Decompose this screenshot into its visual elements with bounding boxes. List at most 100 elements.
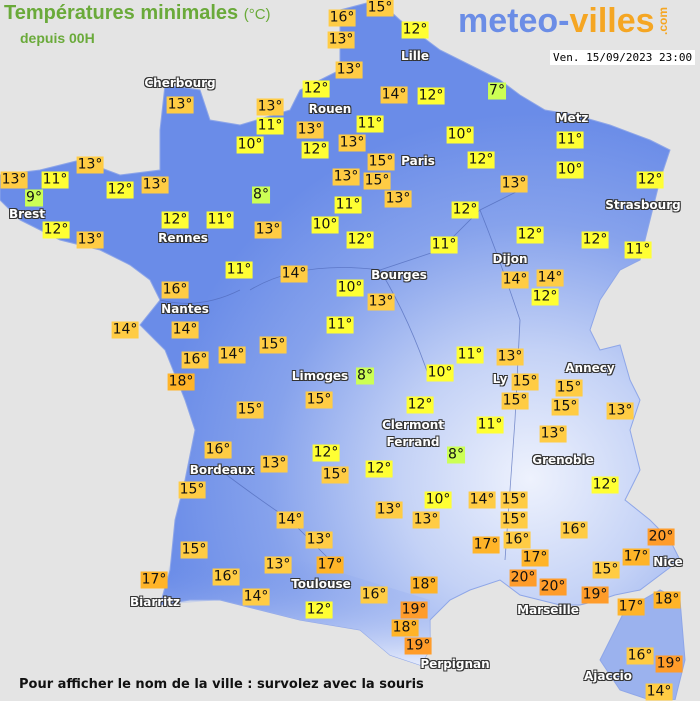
temperature-marker[interactable]: 15° [305, 391, 333, 409]
temperature-marker[interactable]: 18° [391, 619, 419, 637]
temperature-marker[interactable]: 16° [181, 351, 209, 369]
temperature-marker[interactable]: 11° [456, 346, 484, 364]
temperature-marker[interactable]: 17° [140, 571, 168, 589]
temperature-marker[interactable]: 19° [400, 601, 428, 619]
meteo-villes-logo[interactable]: meteo-villes .com [458, 2, 670, 41]
temperature-marker[interactable]: 19° [581, 586, 609, 604]
temperature-marker[interactable]: 16° [328, 9, 356, 27]
temperature-marker[interactable]: 15° [259, 336, 287, 354]
temperature-marker[interactable]: 12° [581, 231, 609, 249]
temperature-marker[interactable]: 13° [500, 175, 528, 193]
temperature-marker[interactable]: 13° [496, 348, 524, 366]
temperature-marker[interactable]: 13° [296, 121, 324, 139]
temperature-marker[interactable]: 14° [501, 271, 529, 289]
temperature-marker[interactable]: 15° [551, 398, 579, 416]
temperature-marker[interactable]: 16° [161, 281, 189, 299]
temperature-marker[interactable]: 14° [645, 683, 673, 701]
temperature-marker[interactable]: 7° [488, 82, 506, 100]
temperature-marker[interactable]: 12° [451, 201, 479, 219]
temperature-marker[interactable]: 8° [356, 367, 374, 385]
temperature-marker[interactable]: 18° [653, 591, 681, 609]
temperature-marker[interactable]: 15° [555, 379, 583, 397]
temperature-marker[interactable]: 14° [536, 269, 564, 287]
temperature-marker[interactable]: 15° [500, 511, 528, 529]
temperature-marker[interactable]: 12° [312, 444, 340, 462]
temperature-marker[interactable]: 12° [365, 460, 393, 478]
temperature-marker[interactable]: 11° [556, 131, 584, 149]
temperature-marker[interactable]: 10° [311, 216, 339, 234]
temperature-marker[interactable]: 11° [256, 117, 284, 135]
temperature-marker[interactable]: 14° [111, 321, 139, 339]
temperature-marker[interactable]: 13° [375, 501, 403, 519]
temperature-marker[interactable]: 12° [516, 226, 544, 244]
temperature-marker[interactable]: 11° [334, 196, 362, 214]
temperature-marker[interactable]: 15° [511, 373, 539, 391]
temperature-marker[interactable]: 12° [302, 80, 330, 98]
temperature-marker[interactable]: 8° [447, 446, 465, 464]
temperature-marker[interactable]: 11° [225, 261, 253, 279]
temperature-marker[interactable]: 15° [501, 392, 529, 410]
temperature-marker[interactable]: 10° [236, 136, 264, 154]
temperature-marker[interactable]: 13° [332, 168, 360, 186]
temperature-marker[interactable]: 20° [539, 578, 567, 596]
temperature-marker[interactable]: 13° [0, 171, 28, 189]
temperature-marker[interactable]: 13° [384, 190, 412, 208]
temperature-marker[interactable]: 14° [468, 491, 496, 509]
temperature-marker[interactable]: 16° [560, 521, 588, 539]
temperature-marker[interactable]: 16° [204, 441, 232, 459]
temperature-marker[interactable]: 17° [617, 598, 645, 616]
temperature-marker[interactable]: 12° [301, 141, 329, 159]
temperature-marker[interactable]: 12° [531, 288, 559, 306]
temperature-marker[interactable]: 10° [446, 126, 474, 144]
temperature-marker[interactable]: 15° [180, 541, 208, 559]
temperature-marker[interactable]: 14° [218, 346, 246, 364]
temperature-marker[interactable]: 14° [276, 511, 304, 529]
temperature-marker[interactable]: 12° [401, 21, 429, 39]
temperature-marker[interactable]: 13° [260, 455, 288, 473]
temperature-marker[interactable]: 11° [624, 241, 652, 259]
temperature-marker[interactable]: 15° [178, 481, 206, 499]
temperature-marker[interactable]: 16° [360, 586, 388, 604]
temperature-marker[interactable]: 13° [264, 556, 292, 574]
temperature-marker[interactable]: 16° [626, 647, 654, 665]
temperature-marker[interactable]: 13° [76, 231, 104, 249]
temperature-marker[interactable]: 12° [106, 181, 134, 199]
temperature-marker[interactable]: 10° [556, 161, 584, 179]
temperature-marker[interactable]: 14° [171, 321, 199, 339]
temperature-marker[interactable]: 15° [592, 561, 620, 579]
temperature-marker[interactable]: 12° [467, 151, 495, 169]
temperature-marker[interactable]: 10° [424, 491, 452, 509]
temperature-marker[interactable]: 14° [280, 265, 308, 283]
temperature-marker[interactable]: 13° [254, 221, 282, 239]
temperature-marker[interactable]: 10° [426, 364, 454, 382]
temperature-marker[interactable]: 12° [346, 231, 374, 249]
temperature-marker[interactable]: 17° [521, 549, 549, 567]
temperature-marker[interactable]: 13° [256, 98, 284, 116]
temperature-marker[interactable]: 12° [417, 87, 445, 105]
temperature-marker[interactable]: 13° [338, 134, 366, 152]
temperature-marker[interactable]: 17° [622, 548, 650, 566]
temperature-marker[interactable]: 15° [367, 153, 395, 171]
temperature-marker[interactable]: 19° [404, 637, 432, 655]
temperature-marker[interactable]: 9° [25, 189, 43, 207]
temperature-marker[interactable]: 11° [476, 416, 504, 434]
temperature-marker[interactable]: 10° [336, 279, 364, 297]
temperature-marker[interactable]: 15° [366, 0, 394, 17]
temperature-marker[interactable]: 13° [367, 293, 395, 311]
temperature-marker[interactable]: 13° [335, 61, 363, 79]
temperature-marker[interactable]: 15° [321, 466, 349, 484]
temperature-marker[interactable]: 11° [206, 211, 234, 229]
temperature-marker[interactable]: 12° [42, 221, 70, 239]
temperature-marker[interactable]: 14° [380, 86, 408, 104]
temperature-marker[interactable]: 13° [141, 176, 169, 194]
temperature-marker[interactable]: 18° [167, 373, 195, 391]
temperature-marker[interactable]: 11° [41, 171, 69, 189]
temperature-marker[interactable]: 17° [316, 556, 344, 574]
temperature-marker[interactable]: 12° [636, 171, 664, 189]
temperature-marker[interactable]: 20° [647, 528, 675, 546]
temperature-marker[interactable]: 16° [503, 531, 531, 549]
temperature-marker[interactable]: 13° [305, 531, 333, 549]
temperature-marker[interactable]: 18° [410, 576, 438, 594]
temperature-marker[interactable]: 14° [242, 588, 270, 606]
temperature-marker[interactable]: 15° [236, 401, 264, 419]
